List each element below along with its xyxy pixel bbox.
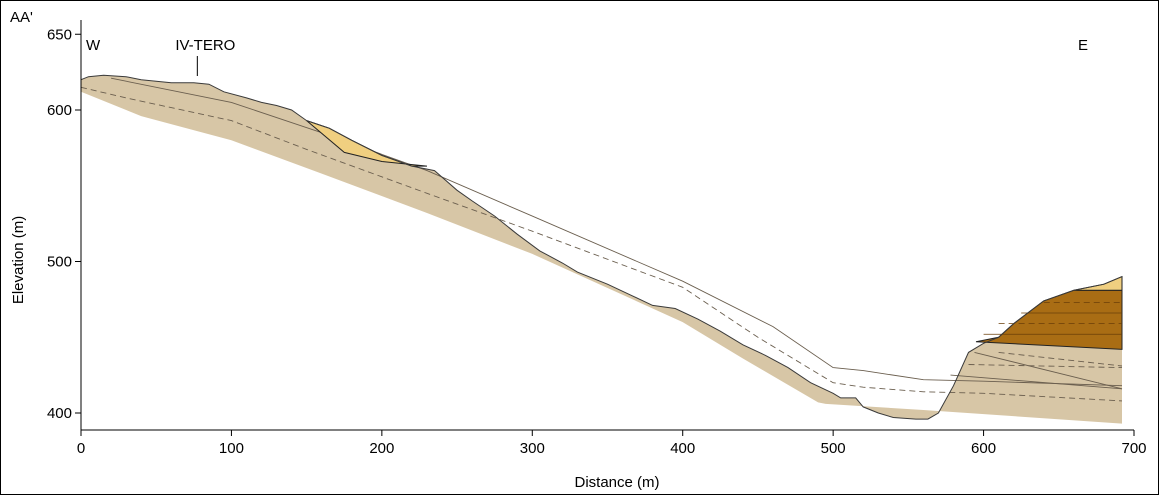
- x-tick-label-200: 200: [369, 440, 394, 457]
- x-tick-label-500: 500: [821, 440, 846, 457]
- y-axis-label: Elevation (m): [10, 216, 27, 304]
- x-axis-label: Distance (m): [574, 474, 659, 491]
- west-label: W: [86, 37, 101, 54]
- y-tick-label-500: 500: [47, 254, 72, 271]
- unit-boundary-4: [950, 374, 1123, 390]
- deposit-3: [1073, 275, 1123, 291]
- axes-group: [80, 20, 1134, 431]
- layers-group: [80, 74, 1123, 424]
- x-tick-label-100: 100: [219, 440, 244, 457]
- unit-boundary-2: [111, 77, 1123, 387]
- unit-boundary-1: [80, 86, 1123, 402]
- y-tick-label-600: 600: [47, 102, 72, 119]
- y-tick-label-650: 650: [47, 26, 72, 43]
- topography-line: [80, 74, 1123, 420]
- unit-boundary-3: [968, 364, 1123, 369]
- east-label: E: [1078, 37, 1088, 54]
- bedrock-body: [81, 75, 1122, 424]
- x-tick-label-700: 700: [1121, 440, 1146, 457]
- x-tick-label-300: 300: [520, 440, 545, 457]
- section-label: AA': [10, 9, 33, 26]
- x-tick-label-600: 600: [971, 440, 996, 457]
- x-tick-label-400: 400: [670, 440, 695, 457]
- ticks-group: 0 100 200 300 400 500 600 700 400 500 600 650: [47, 26, 1147, 457]
- well-label: IV-TERO: [175, 37, 235, 54]
- unit-boundary-6: [974, 351, 1123, 390]
- y-tick-label-400: 400: [47, 405, 72, 422]
- x-tick-label-0: 0: [77, 440, 85, 457]
- unit-boundary-5: [998, 351, 1123, 367]
